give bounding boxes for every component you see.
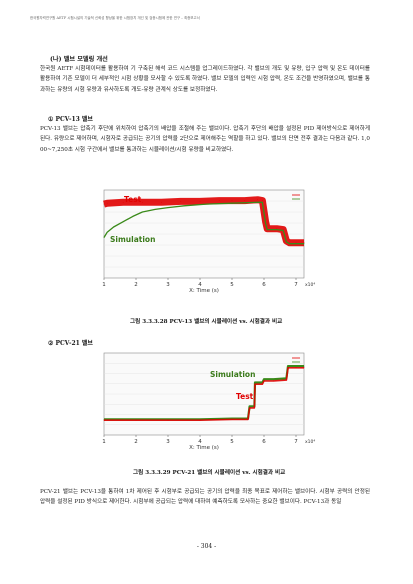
data-point-simulation — [206, 203, 207, 205]
data-point-simulation — [254, 382, 256, 383]
page-number: - 304 - — [196, 543, 217, 550]
data-point-test — [244, 200, 246, 201]
data-point-test — [295, 367, 297, 369]
data-point-test — [276, 228, 278, 230]
data-point-simulation — [122, 221, 124, 223]
data-point-simulation — [132, 216, 134, 217]
x-tick-label: 3 — [166, 282, 170, 288]
annotation-test: Test — [124, 195, 142, 204]
running-header: 한국원자력연구원 AETF 시험시설의 기술적 신뢰성 향상을 위한 시험장치 … — [30, 16, 200, 20]
annotation-test: Test — [236, 392, 254, 401]
data-point-test — [231, 419, 233, 420]
data-point-test — [282, 229, 284, 230]
data-point-test — [244, 419, 246, 420]
x-tick-label: 1 — [102, 439, 106, 445]
data-point-test — [303, 367, 305, 369]
data-point-simulation — [276, 229, 278, 230]
data-point-simulation — [167, 207, 169, 208]
data-point-simulation — [265, 223, 266, 224]
x-tick-label: 4 — [198, 439, 202, 445]
data-point-simulation — [295, 243, 297, 245]
subsection-heading-pcv21: ② PCV-21 밸브 — [48, 340, 93, 347]
x-axis-label: X: Time (s) — [189, 445, 219, 451]
data-point-test — [254, 383, 256, 385]
data-point-test — [295, 242, 297, 244]
x-tick-label: 1 — [102, 282, 106, 288]
x-tick-label: 5 — [230, 439, 234, 445]
x-tick-label: 2 — [134, 282, 138, 288]
data-point-test — [273, 380, 274, 382]
data-point-simulation — [282, 230, 284, 231]
data-point-simulation — [183, 205, 185, 207]
data-point-test — [247, 419, 249, 420]
data-point-test — [199, 419, 201, 421]
data-point-test — [106, 202, 108, 204]
x-tick-label: 3 — [166, 439, 170, 445]
data-point-simulation — [257, 201, 258, 203]
x-tick-label: 4 — [198, 282, 202, 288]
data-point-test — [303, 242, 305, 244]
data-point-simulation — [263, 378, 265, 380]
x-tick-label: 5 — [230, 282, 234, 288]
section-title: (나) 밸브 모델링 개선 — [50, 56, 108, 63]
x-axis-exponent: x10⁴ — [305, 439, 315, 445]
data-point-test — [167, 419, 169, 421]
data-point-test — [286, 379, 287, 381]
data-point-simulation — [287, 365, 289, 367]
data-point-simulation — [303, 365, 305, 367]
data-point-test — [199, 201, 201, 202]
x-tick-label: 2 — [134, 439, 138, 445]
data-point-test — [142, 201, 143, 203]
data-point-test — [262, 383, 263, 385]
data-point-test — [287, 367, 289, 369]
data-point-simulation — [154, 208, 156, 210]
data-point-test — [103, 203, 105, 205]
data-point-simulation — [289, 243, 290, 245]
data-point-simulation — [103, 237, 105, 238]
data-point-test — [254, 407, 255, 409]
figure-caption-pcv21: 그림 3.3.3.29 PCV-21 밸브의 시뮬레이션 vs. 시험결과 비교 — [133, 470, 286, 476]
subsection-heading-pcv13: ① PCV-13 밸브 — [48, 116, 93, 123]
data-point-simulation — [262, 201, 263, 203]
closing-paragraph: PCV-21 밸브는 PCV-13을 통하여 1차 제어된 후 시험부로 공급되… — [40, 489, 370, 506]
annotation-simulation: Simulation — [110, 235, 155, 244]
pcv13-chart: 1 2 3 4 5 6 7 x10⁴ X: Time (s) Test Simulation — [102, 189, 315, 294]
x-tick-label: 7 — [294, 439, 298, 445]
data-point-test — [262, 200, 263, 201]
data-point-test — [135, 419, 137, 421]
intro-paragraph: 한국원 AETF 시험데이터를 활용하여 기 구축된 해석 코드 시스템을 업그… — [40, 66, 370, 93]
data-point-simulation — [113, 226, 114, 228]
data-point-test — [257, 199, 258, 201]
data-point-simulation — [273, 378, 274, 380]
annotation-simulation: Simulation — [210, 370, 255, 379]
data-point-test — [161, 201, 162, 203]
data-point-simulation — [106, 231, 108, 233]
data-point-test — [122, 201, 124, 203]
x-tick-label: 7 — [294, 282, 298, 288]
data-point-simulation — [286, 241, 287, 243]
x-tick-label: 6 — [262, 439, 266, 445]
data-point-test — [231, 200, 233, 201]
pcv13-paragraph: PCV-13 밸브는 압축기 후단에 위치하여 압축기의 배압을 조절해 주는 … — [40, 126, 370, 153]
data-point-test — [249, 407, 251, 409]
data-point-simulation — [249, 405, 251, 407]
x-axis-exponent: x10⁴ — [305, 282, 315, 288]
pcv21-chart: 1 2 3 4 5 6 7 x10⁴ X: Time (s) Simulation Test — [102, 352, 315, 451]
x-tick-label: 6 — [262, 282, 266, 288]
data-point-test — [218, 200, 220, 201]
data-point-test — [263, 380, 265, 382]
data-point-test — [103, 419, 105, 421]
data-point-test — [180, 201, 182, 202]
figure-caption-pcv13: 그림 3.3.3.28 PCV-13 밸브의 시뮬레이션 vs. 시험결과 비교 — [130, 319, 283, 325]
data-point-simulation — [231, 202, 233, 204]
data-point-simulation — [303, 243, 305, 245]
data-point-simulation — [266, 229, 268, 230]
x-axis-label: X: Time (s) — [189, 288, 219, 294]
data-point-simulation — [295, 365, 297, 367]
data-point-simulation — [142, 211, 143, 213]
